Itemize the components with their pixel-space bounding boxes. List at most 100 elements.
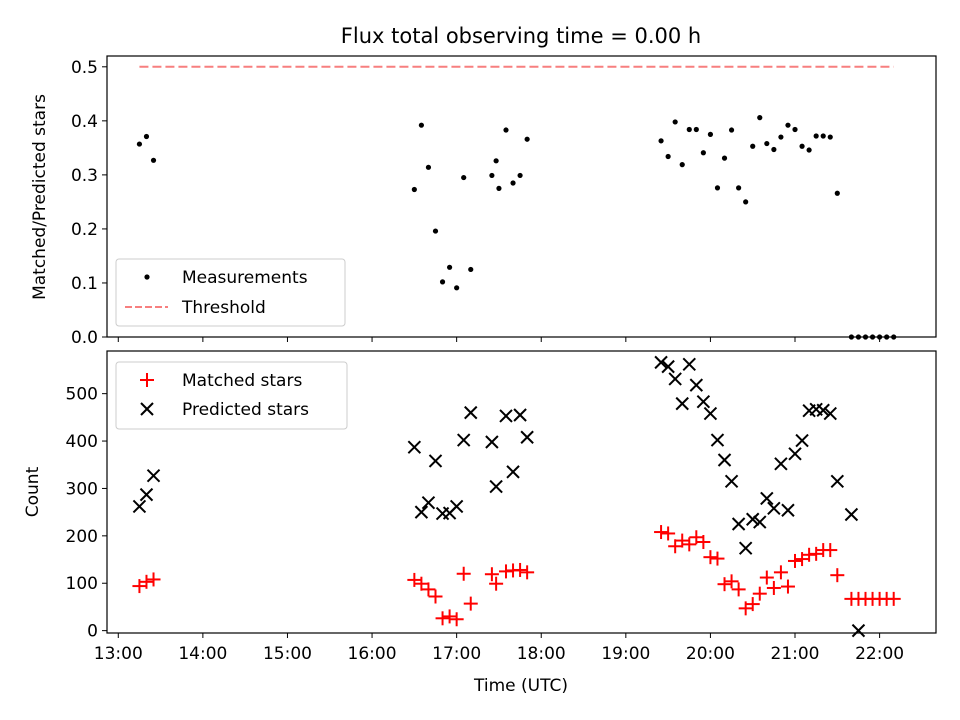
x-tick-label: 13:00 [94,644,143,664]
measurement-point [136,141,143,147]
predicted-stars-point [781,503,795,517]
matched-stars-point [809,546,824,561]
measurement-point [425,164,432,170]
predicted-stars-point [464,405,478,420]
matched-stars-point [689,530,704,545]
measurement-point [799,143,805,149]
measurement-point [517,172,523,179]
predicted-stars-point [746,512,760,526]
measurement-point [432,228,439,234]
x-tick-label: 19:00 [601,644,650,664]
predicted-stars-point [414,505,429,519]
matched-stars-point [823,543,838,558]
matched-stars-point [766,580,781,595]
matched-stars-point [745,597,760,612]
measurement-point [411,186,417,193]
bottom-panel-x-ticks: 13:00 14:00 15:00 16:00 17:00 18:00 19:00 20:00… [94,633,904,664]
measurement-point [461,174,467,181]
matched-stars-point [513,562,528,577]
predicted-stars-point [760,491,774,506]
matched-stars-point [773,565,788,580]
predicted-stars-point [703,406,718,421]
measurement-point [679,162,685,168]
predicted-stars-point [844,507,859,522]
measurement-point [686,126,692,133]
predicted-stars-point [724,474,739,489]
predicted-stars-point [449,499,464,514]
measurement-point [665,153,671,160]
y-tick-label: 100 [66,574,98,594]
bottom-panel-legend: Matched stars Predicted stars [115,361,348,430]
measurement-point [806,147,812,153]
matched-stars-point [710,551,725,566]
y-tick-label: 400 [66,432,98,452]
matched-stars-point [675,533,690,548]
predicted-stars-point [499,409,513,423]
predicted-stars-point [139,487,154,502]
y-tick-label: 0.2 [71,220,98,240]
matched-stars-point [717,577,732,592]
matched-stars-point [795,552,810,567]
measurement-point [468,266,474,273]
y-tick-label: 0.1 [71,274,98,294]
predicted-stars-point [132,499,147,514]
matched-stars-point [489,576,504,591]
matched-stars-point [788,553,803,568]
top-panel-legend-box [115,258,346,327]
predicted-stars-point [823,406,837,421]
matched-stars-point [414,576,429,591]
predicted-stars-point [731,517,746,531]
matched-stars-point [407,572,422,587]
predicted-stars-point [788,447,802,461]
matched-stars-point [520,565,535,580]
measurement-point [714,185,721,191]
matched-stars-point [463,596,478,611]
x-tick-label: 16:00 [348,644,397,664]
measurement-point [827,134,833,140]
predicted-stars-point [675,396,689,411]
y-tick-label: 0.5 [71,58,98,78]
matched-stars-point [449,612,464,627]
measurement-point [503,127,509,133]
bottom-panel-frame [106,350,937,634]
measurement-point [728,127,735,133]
legend-predicted-marker [140,402,154,416]
predicted-stars-point [851,623,866,638]
legend-measurements-label: Measurements [182,268,308,288]
predicted-stars-point [717,453,732,467]
predicted-stars-point [485,435,499,449]
x-axis-label: Time (UTC) [473,676,568,696]
predicted-stars-point [689,378,704,392]
matched-stars-point [428,589,443,604]
bottom-panel-legend-box [115,361,348,430]
predicted-stars-point [456,433,471,447]
matched-stars-point [442,609,457,624]
predicted-stars-point [816,403,830,417]
predicted-stars-point [774,457,788,471]
measurement-point [778,134,784,140]
predicted-stars-point [489,479,503,494]
measurement-point [771,146,777,153]
matched-stars-point [738,601,753,616]
predicted-stars-point [696,395,711,409]
matched-stars-point [484,567,499,582]
matched-stars-point [696,535,711,550]
measurement-point [820,133,826,139]
predicted-stars-point [407,440,422,454]
measurement-point [658,138,664,144]
measurement-point [813,133,819,139]
predicted-stars-point [682,357,696,371]
matched-stars-point [668,539,683,554]
predicted-stars-point [830,474,845,489]
matched-stars-point [731,582,746,597]
x-tick-label: 22:00 [855,644,904,664]
measurement-point [143,133,150,140]
matched-stars-point [682,537,697,552]
predicted-stars-point [520,430,534,444]
top-panel-frame [106,55,937,338]
matched-stars-point [139,574,154,589]
matched-stars-point [654,525,669,540]
top-panel-y-axis-label: Matched/Predicted stars [30,94,50,300]
